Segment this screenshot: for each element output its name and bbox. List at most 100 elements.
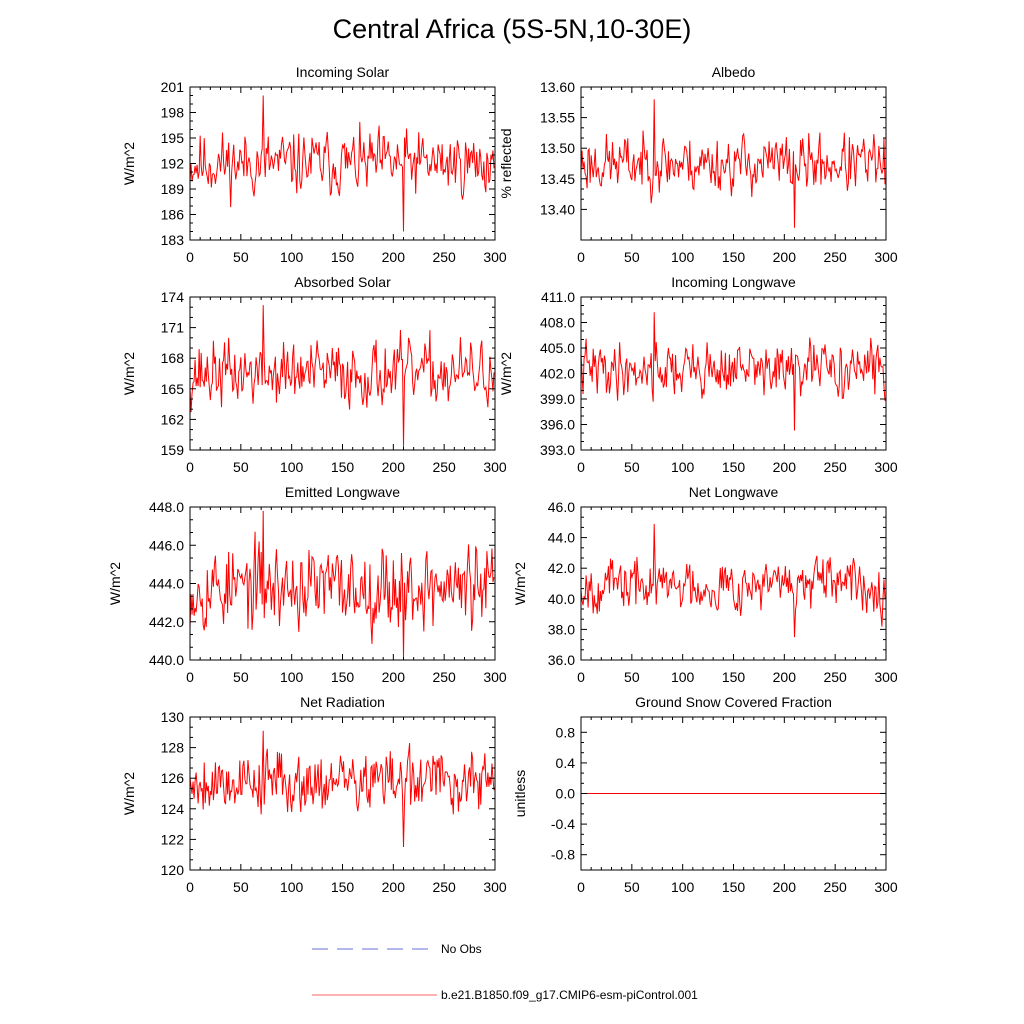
y-tick-label: 0.0 (556, 786, 576, 802)
x-tick-label: 250 (823, 249, 847, 265)
panel-incoming-longwave: 0 50 100 150 200 250 300 393.0 396.0 399.0 402.0 40… (498, 274, 898, 475)
y-tick-label: 399.0 (540, 391, 575, 407)
y-tick-label: 13.50 (540, 140, 575, 156)
series-line (580, 99, 886, 228)
y-tick-label: 408.0 (540, 315, 575, 331)
x-tick-label: 50 (624, 459, 640, 475)
x-tick-label: 0 (577, 249, 585, 265)
y-tick-label: 38.0 (548, 621, 575, 637)
panel-title: Emitted Longwave (285, 484, 400, 500)
y-tick-label: 130 (161, 709, 185, 725)
legend-obs-label: No Obs (441, 942, 482, 956)
x-tick-label: 0 (186, 459, 194, 475)
x-tick-label: 150 (331, 669, 355, 685)
y-tick-label: 0.8 (556, 724, 576, 740)
panel-title: Incoming Solar (296, 64, 390, 80)
y-tick-label: 440.0 (149, 652, 184, 668)
panel-ground-snow-covered-fraction: 0 50 100 150 200 250 300 -0.8 -0.4 0.0 0.4 0.8 Groun… (512, 694, 898, 895)
x-tick-label: 0 (186, 249, 194, 265)
series-line (189, 95, 495, 232)
x-tick-label: 0 (577, 879, 585, 895)
panel-albedo: 0 50 100 150 200 250 300 13.40 13.45 13.50 13.55 13… (498, 64, 898, 265)
x-tick-label: 200 (773, 879, 797, 895)
y-tick-label: 126 (161, 770, 185, 786)
x-tick-label: 250 (432, 669, 456, 685)
legend-model-label: b.e21.B1850.f09_g17.CMIP6-esm-piControl.… (441, 988, 698, 1002)
x-tick-label: 200 (382, 669, 406, 685)
x-tick-label: 150 (722, 879, 746, 895)
y-axis-label: W/m^2 (121, 352, 137, 395)
x-tick-label: 200 (382, 459, 406, 475)
series-line (189, 305, 495, 447)
y-tick-label: 183 (161, 232, 185, 248)
y-tick-label: 186 (161, 207, 185, 223)
y-tick-label: 46.0 (548, 499, 575, 515)
y-tick-label: 393.0 (540, 442, 575, 458)
y-tick-label: 396.0 (540, 417, 575, 433)
x-tick-label: 100 (671, 669, 695, 685)
y-tick-label: 442.0 (149, 614, 184, 630)
panel-net-radiation: 0 50 100 150 200 250 300 120 122 124 126 128 130 Net … (121, 694, 507, 895)
x-tick-label: 150 (331, 879, 355, 895)
x-tick-label: 50 (233, 249, 249, 265)
x-tick-label: 100 (280, 249, 304, 265)
x-tick-label: 200 (773, 459, 797, 475)
panel-net-longwave: 0 50 100 150 200 250 300 36.0 38.0 40.0 42.0 44.0 46… (512, 484, 898, 685)
panel-emitted-longwave: 0 50 100 150 200 250 300 440.0 442.0 444.0 446.0 44… (107, 484, 507, 685)
x-tick-label: 250 (823, 669, 847, 685)
x-tick-label: 100 (280, 879, 304, 895)
y-tick-label: 168 (161, 350, 185, 366)
y-tick-label: 444.0 (149, 576, 184, 592)
series-line (580, 523, 886, 638)
y-tick-label: 0.4 (556, 755, 576, 771)
y-tick-label: -0.8 (551, 847, 575, 863)
y-tick-label: 411.0 (541, 289, 575, 305)
x-tick-label: 50 (624, 879, 640, 895)
y-tick-label: 448.0 (149, 499, 184, 515)
x-tick-label: 300 (874, 249, 898, 265)
x-tick-label: 200 (382, 249, 406, 265)
x-tick-label: 150 (331, 249, 355, 265)
y-tick-label: 162 (161, 411, 185, 427)
panel-title: Incoming Longwave (671, 274, 796, 290)
x-tick-label: 250 (823, 459, 847, 475)
y-tick-label: 171 (161, 320, 185, 336)
y-tick-label: 44.0 (548, 530, 575, 546)
y-tick-label: -0.4 (551, 816, 575, 832)
series-line (189, 510, 495, 659)
x-tick-label: 300 (483, 879, 507, 895)
x-tick-label: 0 (186, 669, 194, 685)
plot-frame (580, 506, 887, 661)
y-axis-label: % reflected (498, 128, 514, 198)
x-tick-label: 0 (186, 879, 194, 895)
y-tick-label: 128 (161, 740, 185, 756)
y-tick-label: 201 (161, 79, 185, 95)
x-tick-label: 150 (722, 249, 746, 265)
panel-absorbed-solar: 0 50 100 150 200 250 300 159 162 165 168 171 174 Abso… (121, 274, 507, 475)
y-axis-label: unitless (512, 770, 528, 817)
x-tick-label: 0 (577, 459, 585, 475)
y-tick-label: 192 (161, 156, 185, 172)
plot-frame (580, 86, 887, 241)
y-tick-label: 402.0 (540, 366, 575, 382)
series-line (189, 730, 495, 848)
y-tick-label: 198 (161, 105, 185, 121)
x-tick-label: 150 (722, 669, 746, 685)
y-tick-label: 36.0 (548, 652, 575, 668)
x-tick-label: 50 (233, 879, 249, 895)
x-tick-label: 300 (874, 459, 898, 475)
x-tick-label: 250 (432, 459, 456, 475)
panel-title: Net Longwave (689, 484, 779, 500)
x-tick-label: 250 (432, 249, 456, 265)
y-axis-label: W/m^2 (498, 352, 514, 395)
y-tick-label: 42.0 (548, 560, 575, 576)
x-tick-label: 200 (773, 249, 797, 265)
y-tick-label: 40.0 (548, 591, 575, 607)
series-line (580, 312, 886, 431)
x-tick-label: 300 (483, 459, 507, 475)
x-tick-label: 200 (382, 879, 406, 895)
y-tick-label: 122 (161, 831, 185, 847)
y-tick-label: 446.0 (149, 537, 184, 553)
x-tick-label: 300 (483, 249, 507, 265)
